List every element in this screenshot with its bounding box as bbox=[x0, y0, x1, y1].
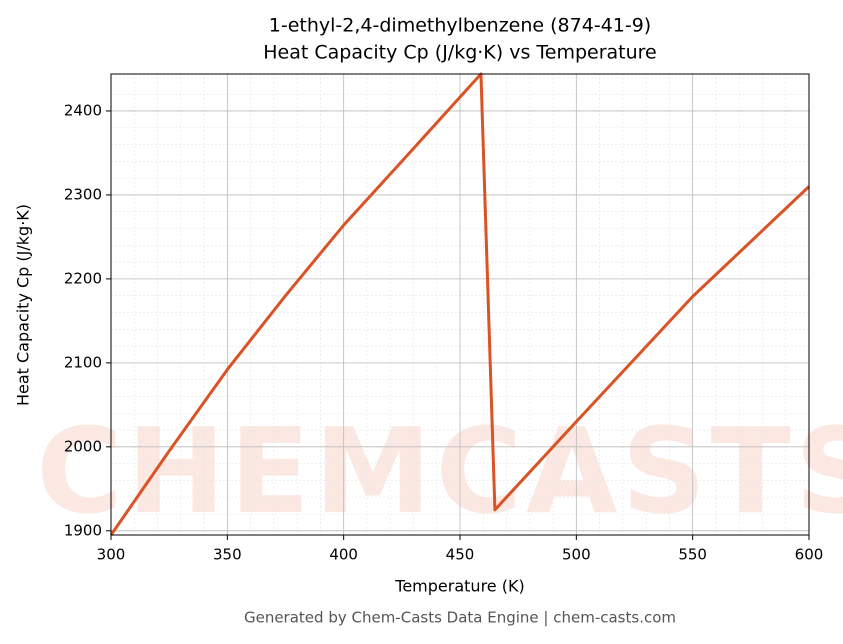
plot-frame bbox=[110, 73, 810, 536]
x-tick-label: 550 bbox=[678, 546, 707, 564]
y-tick-label: 2000 bbox=[64, 437, 102, 455]
x-tick-label: 300 bbox=[97, 546, 126, 564]
chart-subtitle: Heat Capacity Cp (J/kg·K) vs Temperature bbox=[263, 42, 657, 64]
footer: Generated by Chem-Casts Data Engine | ch… bbox=[244, 609, 676, 627]
x-tick-label: 350 bbox=[213, 546, 242, 564]
data-line bbox=[109, 72, 811, 536]
y-tick-label: 2300 bbox=[64, 185, 102, 203]
x-axis-label: Temperature (K) bbox=[394, 577, 524, 596]
x-tick-label: 450 bbox=[446, 546, 475, 564]
y-tick-label: 2200 bbox=[64, 269, 102, 287]
x-tick-label: 600 bbox=[795, 546, 824, 564]
watermark: CHEMCASTS bbox=[36, 402, 843, 540]
x-tick-label: 500 bbox=[562, 546, 591, 564]
y-tick-label: 2400 bbox=[64, 101, 102, 119]
y-tick-label: 1900 bbox=[64, 521, 102, 539]
y-tick-label: 2100 bbox=[64, 353, 102, 371]
y-axis-label: Heat Capacity Cp (J/kg·K) bbox=[14, 204, 33, 406]
x-tick-label: 400 bbox=[329, 546, 358, 564]
chart-title: 1-ethyl-2,4-dimethylbenzene (874-41-9) bbox=[269, 15, 651, 37]
